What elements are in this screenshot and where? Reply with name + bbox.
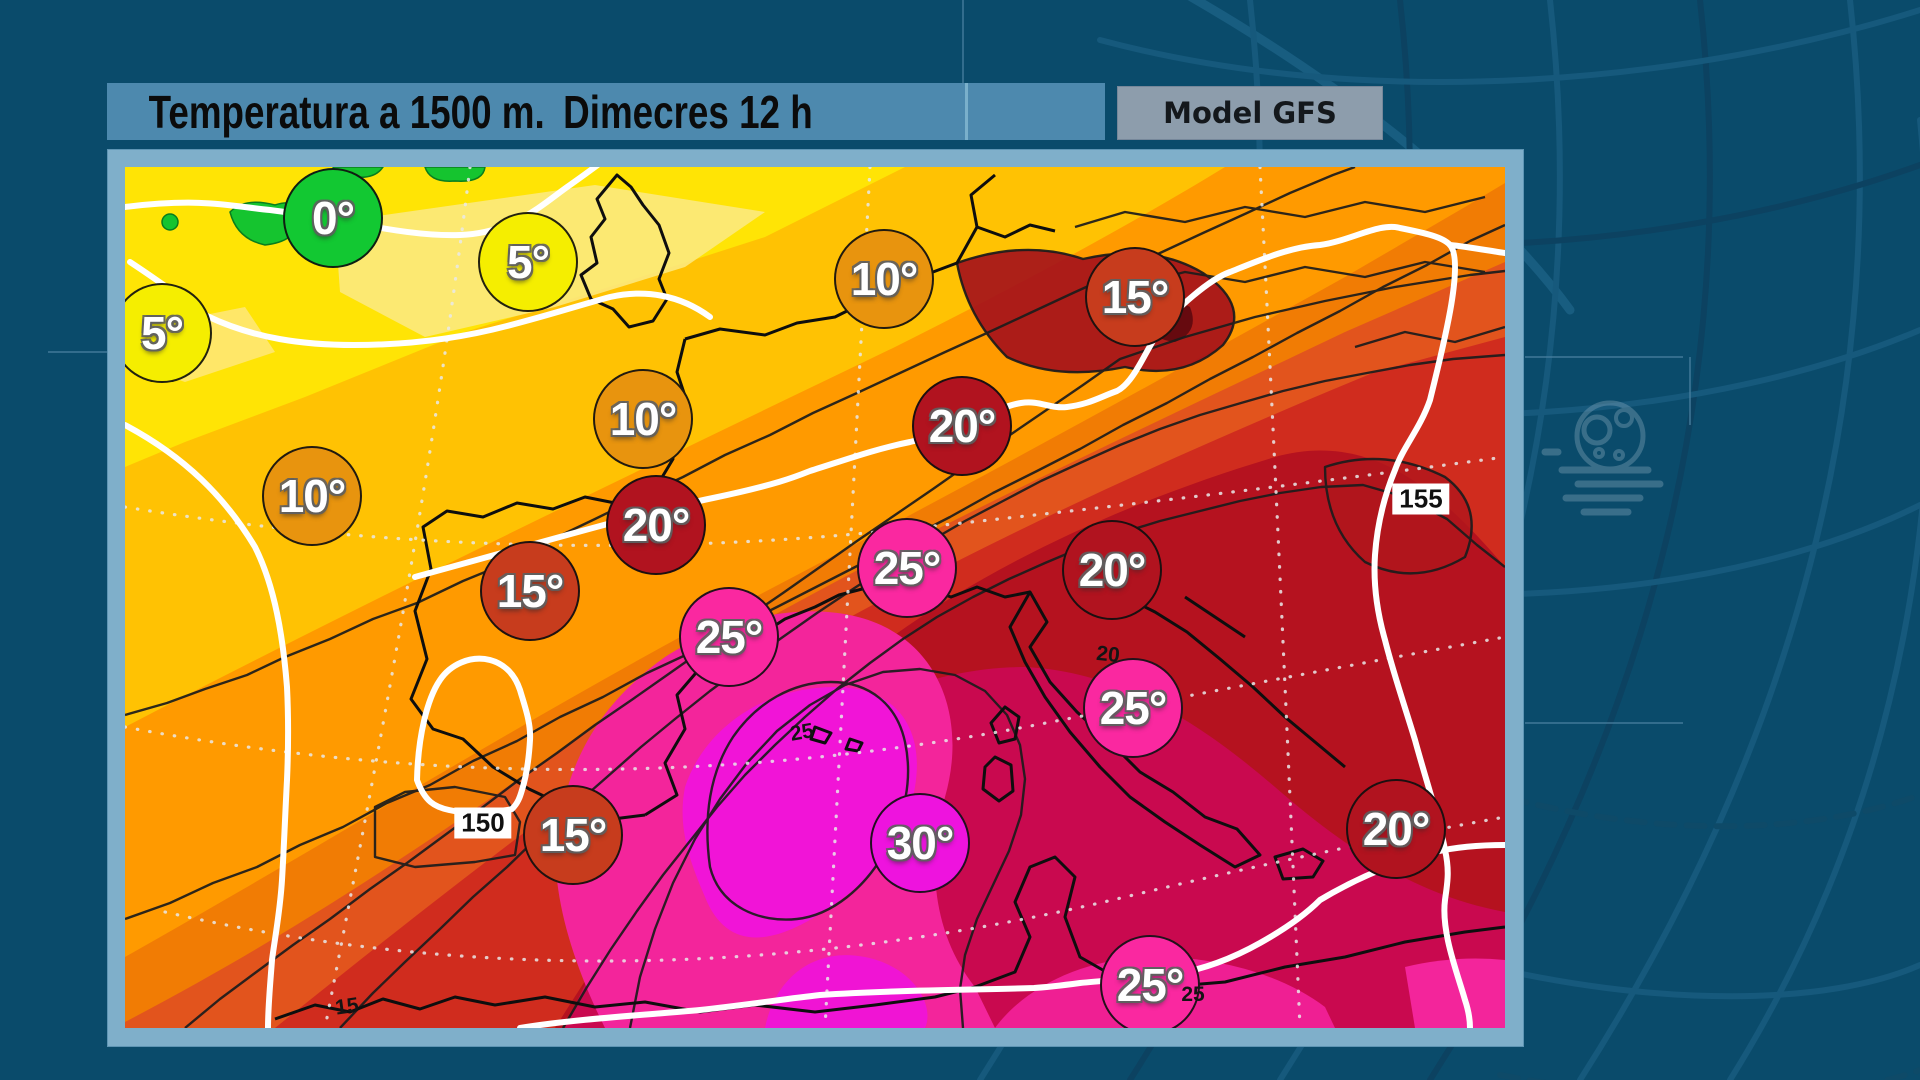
temp-bubble: 5° [478, 212, 578, 312]
temp-bubble: 10° [593, 369, 693, 469]
temp-bubble: 25° [679, 587, 779, 687]
temp-bubble: 20° [912, 376, 1012, 476]
temp-bubble-label: 20° [622, 499, 691, 551]
temp-bubble-label: 10° [609, 393, 678, 445]
contour-label: 25 [788, 719, 816, 746]
page-title: Temperatura a 1500 m. Dimecres 12 h [148, 85, 813, 138]
temp-bubble-label: 5° [507, 236, 550, 288]
temp-bubble-label: 15° [496, 565, 565, 617]
temp-bubble: 5° [125, 283, 212, 383]
contour-label: 15 [333, 993, 361, 1020]
temp-bubble: 15° [480, 541, 580, 641]
temp-bubble: 15° [1085, 247, 1185, 347]
temp-bubble: 20° [606, 475, 706, 575]
temp-bubble-label: 20° [1362, 803, 1431, 855]
temp-bubble-label: 25° [1099, 682, 1168, 734]
temp-bubble: 15° [523, 785, 623, 885]
temp-bubble-label: 20° [1078, 544, 1147, 596]
temp-bubble-label: 10° [278, 470, 347, 522]
deco-lines [48, 0, 1691, 724]
temp-bubble: 20° [1346, 779, 1446, 879]
model-gfs-badge: Model GFS [1117, 86, 1383, 140]
geopotential-label: 150 [454, 807, 512, 839]
temp-bubble-label: 30° [886, 817, 955, 869]
temp-bubble: 25° [1083, 658, 1183, 758]
title-bar-seam [965, 83, 968, 140]
temp-bubble-label: 15° [539, 809, 608, 861]
temp-bubble: 20° [1062, 520, 1162, 620]
title-bar: Temperatura a 1500 m. Dimecres 12 h [107, 83, 1105, 140]
temp-bubble-label: 0° [312, 192, 355, 244]
temp-bubble: 30° [870, 793, 970, 893]
temp-bubble-label: 20° [928, 400, 997, 452]
weather-map: 0° 5° 5° 10° 15° 10° 20° 10° 20° 25° 20° 15° 25° 25° 1… [125, 167, 1505, 1028]
temp-bubble-label: 10° [850, 253, 919, 305]
model-gfs-label: Model GFS [1163, 96, 1337, 130]
map-label-layer: 150 155 25 20 25 15 [125, 167, 1505, 1028]
temp-bubble: 25° [1100, 935, 1200, 1028]
temp-bubble: 10° [834, 229, 934, 329]
geopotential-label: 155 [1392, 483, 1450, 515]
temp-bubble-label: 5° [141, 307, 184, 359]
fog-logo-watermark [1541, 400, 1664, 516]
weather-map-frame: 0° 5° 5° 10° 15° 10° 20° 10° 20° 25° 20° 15° 25° 25° 1… [108, 150, 1523, 1046]
temp-bubble: 0° [283, 168, 383, 268]
contour-label: 20 [1095, 641, 1121, 668]
temp-bubble-label: 25° [695, 611, 764, 663]
temp-bubble-label: 15° [1101, 271, 1170, 323]
temp-bubble-label: 25° [873, 542, 942, 594]
temp-bubble: 10° [262, 446, 362, 546]
contour-label: 25 [1181, 983, 1205, 1006]
temp-bubble: 25° [857, 518, 957, 618]
temperature-bubble-layer: 0° 5° 5° 10° 15° 10° 20° 10° 20° 25° 20° 15° 25° 25° 1… [125, 167, 1505, 1028]
temp-bubble-label: 25° [1116, 959, 1185, 1011]
